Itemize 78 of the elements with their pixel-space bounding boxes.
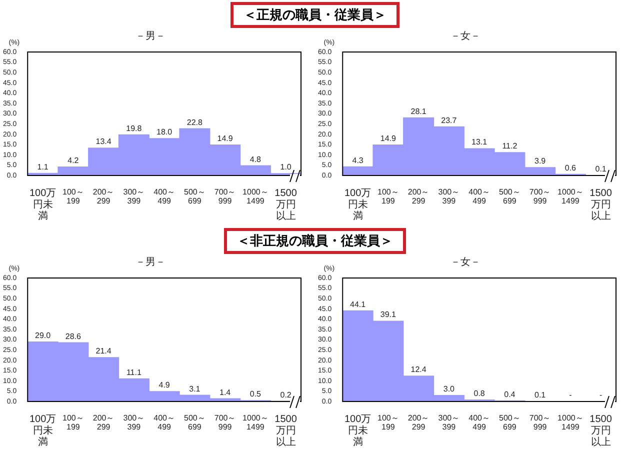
chart-subtitle: －女－	[450, 30, 480, 42]
x-tick-label: 500～699	[184, 413, 206, 432]
data-label: 4.8	[250, 154, 262, 164]
x-tick-label: 500～699	[184, 187, 206, 206]
data-label: 22.8	[186, 118, 204, 127]
x-tick-label: 700～999	[529, 187, 551, 206]
data-label: 29.0	[35, 331, 52, 340]
x-tick-label: 500～699	[499, 187, 520, 206]
data-label: 1.4	[220, 388, 232, 397]
chart-subtitle: －女－	[450, 256, 480, 268]
data-label: 0.4	[504, 390, 516, 399]
data-label: 39.1	[380, 310, 397, 320]
x-tick-label: 700～999	[214, 187, 236, 206]
chart-subtitle: －男－	[136, 256, 166, 268]
x-tick-label: 300～399	[438, 187, 460, 206]
data-label: 3.9	[534, 156, 546, 166]
data-label: 18.0	[156, 128, 173, 137]
x-tick-label: 100万円未満	[29, 188, 56, 222]
x-tick-label: 200～299	[408, 187, 430, 206]
chart-subtitle: －男－	[136, 30, 166, 42]
x-tick-label: 1500万円以上	[590, 188, 612, 222]
x-tick-label: 700～999	[214, 413, 236, 432]
data-label: 0.5	[250, 390, 262, 399]
x-tick-label: 100万円未満	[344, 414, 372, 448]
x-tick-label: 400～499	[468, 413, 490, 432]
data-label: 44.1	[350, 300, 366, 309]
data-label: 4.3	[352, 156, 364, 165]
x-tick-label: 100万円未満	[344, 188, 372, 222]
data-label: 13.1	[472, 138, 488, 147]
x-tick-label: 1500万円以上	[274, 188, 298, 222]
text: -	[599, 390, 602, 400]
x-tick-label: 100～199	[378, 413, 399, 432]
x-tick-label: 300～399	[123, 413, 145, 432]
data-label: 3.1	[189, 384, 201, 394]
x-tick-label: 1000～1499	[558, 413, 584, 432]
data-label: 12.4	[410, 365, 427, 374]
chart-title: ＜非正規の職員・従業員＞	[224, 228, 406, 254]
data-label: 28.6	[65, 332, 82, 341]
data-label: 1.0	[280, 162, 292, 172]
data-label: 0.8	[474, 389, 486, 398]
data-label: 0.6	[564, 163, 577, 172]
x-tick-label: 100万円未満	[29, 414, 56, 448]
x-tick-label: 200～299	[408, 413, 430, 432]
x-tick-label: 100～199	[62, 413, 84, 432]
data-label: 0.2	[280, 390, 292, 400]
data-label: 14.9	[380, 134, 397, 144]
x-tick-label: 200～299	[92, 413, 114, 432]
x-tick-label: 1500万円以上	[274, 414, 298, 448]
x-tick-label: 500～699	[499, 413, 520, 432]
data-label: 11.2	[502, 142, 518, 151]
x-tick-label: 400～499	[154, 413, 175, 432]
x-tick-label: 100～199	[378, 187, 399, 206]
data-label: 0.1	[595, 164, 607, 174]
x-tick-label: 400～499	[154, 187, 175, 206]
data-label: 4.2	[68, 156, 80, 166]
text: -	[569, 390, 572, 400]
x-tick-label: 300～399	[123, 187, 145, 206]
data-label: 23.7	[441, 116, 458, 125]
data-label: 3.0	[443, 384, 456, 394]
data-label: 28.1	[410, 106, 427, 116]
x-tick-label: 400～499	[468, 187, 490, 206]
x-tick-label: 1000～1499	[558, 187, 584, 206]
data-label: 1.1	[37, 162, 49, 172]
x-tick-label: 100～199	[62, 187, 84, 206]
data-label: 14.9	[217, 134, 234, 144]
data-label: 4.9	[158, 380, 170, 390]
x-tick-label: 1000～1499	[242, 413, 268, 432]
x-tick-label: 1000～1499	[242, 187, 268, 206]
data-label: 0.1	[534, 390, 546, 400]
data-label: 11.1	[126, 368, 142, 377]
data-label: 13.4	[96, 137, 112, 146]
x-tick-label: 700～999	[529, 413, 551, 432]
x-tick-label: 1500万円以上	[590, 414, 612, 448]
x-tick-label: 200～299	[92, 187, 114, 206]
chart-title: ＜正規の職員・従業員＞	[230, 2, 400, 28]
data-label: 19.8	[126, 124, 142, 133]
data-label: 21.4	[96, 346, 112, 356]
x-tick-label: 300～399	[438, 413, 460, 432]
